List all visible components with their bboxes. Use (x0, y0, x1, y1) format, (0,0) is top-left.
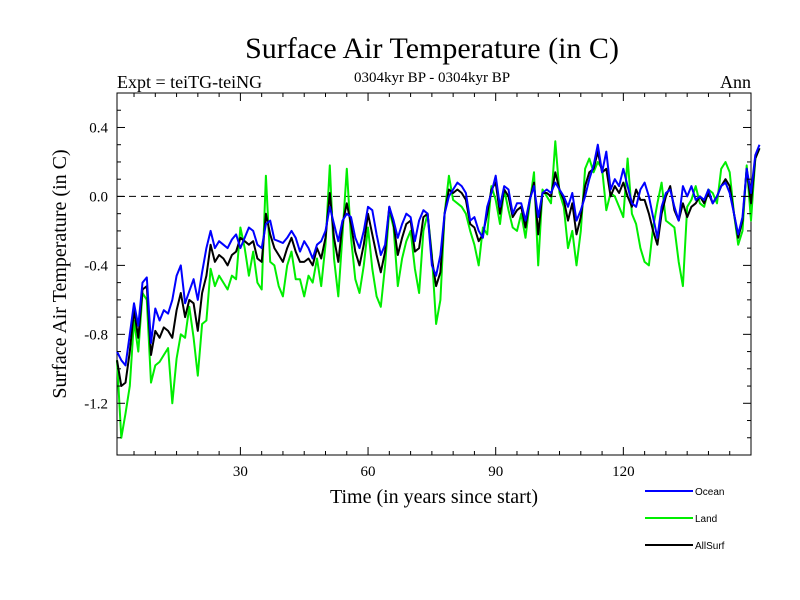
series-line-allsurf (116, 147, 761, 387)
legend-label-allsurf: AllSurf (695, 541, 725, 552)
legend: Ocean Land AllSurf (645, 487, 725, 552)
x-axis-label: Time (in years since start) (330, 486, 538, 508)
legend-label-ocean: Ocean (695, 487, 724, 498)
season-label: Ann (720, 72, 751, 92)
x-tick-label: 60 (361, 464, 376, 480)
chart-subtitle: 0304kyr BP - 0304kyr BP (354, 70, 510, 86)
chart-title: Surface Air Temperature (in C) (245, 32, 619, 65)
x-tick-label: 90 (488, 464, 503, 480)
y-axis-label: Surface Air Temperature (in C) (49, 149, 71, 398)
y-tick-label: -0.8 (84, 327, 108, 343)
y-tick-label: -0.4 (84, 258, 108, 274)
y-tick-label: -1.2 (84, 396, 108, 412)
series-line-ocean (116, 143, 761, 367)
y-tick-label: 0.4 (89, 120, 108, 136)
experiment-label: Expt = teiTG-teiNG (117, 72, 262, 92)
plot-area (116, 92, 752, 456)
x-tick-label: 120 (612, 464, 635, 480)
y-axis-ticks: -1.2 -0.8 -0.4 0.0 0.4 (84, 92, 751, 439)
legend-label-land: Land (695, 514, 717, 525)
series-layer (116, 140, 761, 439)
x-axis-ticks: 30 60 90 120 (133, 93, 752, 480)
series-line-land (116, 140, 761, 439)
y-tick-label: 0.0 (89, 189, 108, 205)
x-tick-label: 30 (233, 464, 248, 480)
